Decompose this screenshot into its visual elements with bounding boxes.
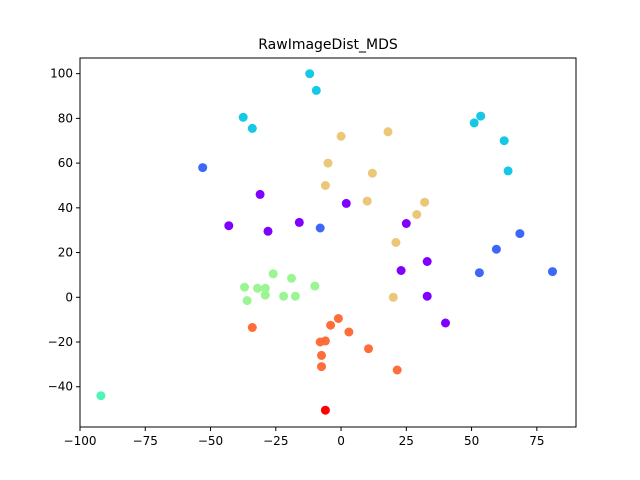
data-point-g0-4 xyxy=(341,198,351,208)
data-point-g4-8 xyxy=(290,291,300,301)
data-point-g6-8 xyxy=(364,344,373,354)
data-point-g6-9 xyxy=(392,365,402,375)
data-point-g4-1 xyxy=(242,296,252,306)
data-point-g5-5 xyxy=(362,196,372,206)
y-tick-label: −20 xyxy=(48,335,73,349)
data-point-g0-5 xyxy=(401,219,411,228)
y-tick-label: 100 xyxy=(50,67,73,81)
data-point-g6-6 xyxy=(317,350,326,360)
x-tick-label: 75 xyxy=(529,434,544,448)
y-axis: −40 −20 0 20 40 60 80 100 xyxy=(48,67,80,394)
data-point-g2-6 xyxy=(499,136,509,146)
plot-frame xyxy=(79,57,577,428)
data-point-g4-4 xyxy=(260,290,270,300)
data-point-g5-4 xyxy=(320,181,330,190)
data-point-g1-2 xyxy=(515,229,525,239)
data-point-g2-4 xyxy=(469,118,479,128)
y-tick-label: −40 xyxy=(48,380,73,394)
data-point-g6-0 xyxy=(247,323,257,332)
data-point-g1-1 xyxy=(315,223,325,233)
data-point-g6-7 xyxy=(317,362,326,372)
data-point-g2-3 xyxy=(247,123,257,133)
data-point-g5-9 xyxy=(388,292,398,302)
data-point-g4-5 xyxy=(268,269,278,279)
data-point-g4-7 xyxy=(287,273,296,283)
data-point-g6-1 xyxy=(333,314,343,323)
data-point-g4-9 xyxy=(310,281,320,291)
data-point-g6-5 xyxy=(315,337,325,347)
y-tick-label: 20 xyxy=(58,246,73,260)
y-tick-label: 60 xyxy=(58,156,73,170)
x-tick-label: −100 xyxy=(64,434,97,448)
data-point-g4-6 xyxy=(279,291,289,301)
data-point-g2-5 xyxy=(476,111,486,121)
x-tick-label: 0 xyxy=(337,434,345,448)
data-point-g0-9 xyxy=(441,318,450,328)
data-point-g0-6 xyxy=(396,266,406,275)
data-point-g6-3 xyxy=(344,327,354,337)
data-point-g5-1 xyxy=(383,127,393,137)
data-point-g5-6 xyxy=(420,197,430,207)
data-point-g2-0 xyxy=(305,69,315,79)
data-point-g5-2 xyxy=(323,158,333,168)
data-point-g1-3 xyxy=(491,244,501,254)
x-axis: −100 −75 −50 −25 0 25 50 75 xyxy=(64,427,544,448)
data-point-g0-1 xyxy=(224,221,234,231)
data-point-g5-7 xyxy=(412,210,422,219)
x-tick-label: 50 xyxy=(464,434,479,448)
data-points xyxy=(96,69,557,415)
data-point-g0-3 xyxy=(294,217,304,227)
data-point-g0-0 xyxy=(255,189,265,199)
x-tick-label: 25 xyxy=(399,434,414,448)
data-point-g0-7 xyxy=(422,257,432,266)
x-tick-label: −75 xyxy=(133,434,158,448)
data-point-g0-8 xyxy=(422,291,432,301)
data-point-g1-5 xyxy=(548,267,557,277)
data-point-g0-2 xyxy=(263,226,273,236)
y-tick-label: 0 xyxy=(65,290,73,304)
data-point-g5-3 xyxy=(367,168,377,178)
y-tick-label: 80 xyxy=(58,111,73,125)
data-point-g4-3 xyxy=(260,283,270,293)
data-point-g4-0 xyxy=(240,282,249,292)
data-point-g2-2 xyxy=(238,112,248,122)
data-point-g7-0 xyxy=(320,405,330,415)
data-point-g1-0 xyxy=(198,163,208,173)
x-tick-label: −25 xyxy=(263,434,288,448)
data-point-g3-0 xyxy=(96,391,106,401)
data-point-g4-2 xyxy=(253,283,262,293)
y-tick-label: 40 xyxy=(58,201,73,215)
data-point-g2-7 xyxy=(503,166,513,176)
data-point-g5-0 xyxy=(336,131,346,141)
data-point-g5-8 xyxy=(391,238,401,247)
data-point-g1-4 xyxy=(474,268,484,278)
data-point-g6-2 xyxy=(326,320,336,330)
x-tick-label: −50 xyxy=(198,434,223,448)
chart-title: RawImageDist_MDS xyxy=(258,37,398,53)
data-point-g2-1 xyxy=(311,85,321,95)
